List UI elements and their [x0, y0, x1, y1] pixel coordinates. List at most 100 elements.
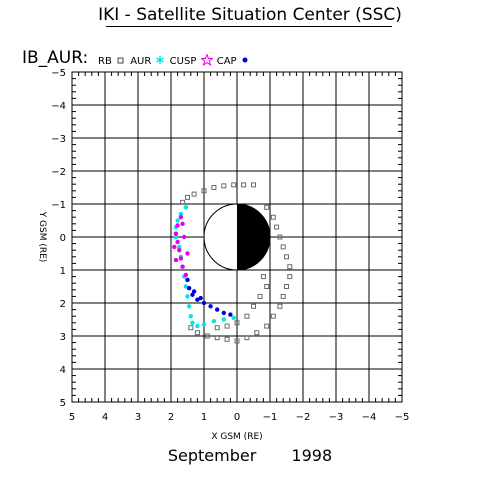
- x-tick-label: 1: [201, 412, 207, 423]
- cusp-point: [183, 205, 189, 210]
- aur-point: [224, 323, 230, 329]
- dot-marker-icon: [242, 57, 248, 63]
- asterisk-marker-icon: [156, 56, 165, 64]
- aur-point: [214, 335, 220, 341]
- aur-point: [204, 333, 210, 339]
- footer-year: 1998: [291, 446, 333, 465]
- cap-point: [173, 257, 179, 263]
- earth-night-side: [237, 204, 270, 270]
- legend-dot-symbol: [241, 56, 249, 67]
- cusp-point: [177, 244, 182, 250]
- y-tick-label: 2: [60, 299, 66, 310]
- blue-point: [201, 300, 207, 306]
- cap-point: [173, 231, 179, 236]
- cusp-point: [231, 315, 236, 321]
- x-tick-label: 0: [234, 412, 240, 423]
- x-tick-label: −3: [329, 412, 344, 423]
- blue-point: [208, 304, 213, 309]
- aur-point: [287, 264, 293, 270]
- aur-point: [201, 188, 207, 194]
- cusp-point: [211, 318, 217, 324]
- y-tick-label: −2: [51, 167, 66, 178]
- star-marker-icon: [199, 53, 214, 67]
- aur-point: [180, 199, 186, 205]
- cap-point: [178, 215, 184, 220]
- aur-point: [264, 323, 270, 329]
- y-tick-label: −3: [51, 134, 66, 145]
- date-footer: September 1998: [0, 446, 500, 465]
- aur-point: [185, 194, 190, 200]
- aur-point: [264, 284, 270, 289]
- aur-point: [264, 204, 270, 210]
- aur-point: [284, 284, 289, 289]
- aur-point: [277, 234, 283, 240]
- x-tick-label: −4: [362, 412, 377, 423]
- aur-point: [251, 182, 256, 188]
- aur-point: [270, 313, 276, 319]
- aur-point: [244, 313, 250, 319]
- legend: RB AUR CUSP CAP: [98, 53, 250, 69]
- blue-point: [221, 310, 226, 316]
- cap-point: [175, 223, 180, 228]
- aur-point: [188, 325, 194, 331]
- aur-point: [224, 336, 230, 342]
- aur-point: [284, 254, 289, 260]
- aur-point: [280, 293, 286, 299]
- cusp-point: [221, 317, 226, 322]
- y-tick-label: 0: [60, 233, 66, 244]
- cap-point: [177, 248, 182, 253]
- x-axis-label: X GSM (RE): [211, 432, 262, 442]
- legend-entry-rb: RB: [98, 56, 112, 67]
- aur-point: [211, 185, 217, 190]
- x-tick-label: 4: [102, 412, 108, 423]
- blue-point: [190, 292, 195, 297]
- legend-entry-aur: AUR: [130, 56, 151, 67]
- page-title: IKI - Satellite Situation Center (SSC): [98, 5, 402, 25]
- aur-point: [231, 182, 237, 188]
- y-tick-label: −1: [51, 200, 66, 211]
- y-axis-label: Y GSM (RE): [37, 211, 47, 263]
- y-tick-label: −5: [51, 68, 66, 79]
- aur-point: [260, 274, 266, 280]
- cusp-point: [178, 211, 184, 217]
- aur-point: [214, 325, 220, 331]
- aur-point: [287, 274, 293, 280]
- cap-point: [182, 234, 187, 240]
- legend-cap-symbol: [199, 53, 214, 69]
- y-tick-label: 3: [60, 332, 66, 343]
- cap-point: [183, 272, 189, 278]
- legend-label-cap: CAP: [216, 56, 237, 67]
- x-tick-label: −2: [296, 412, 311, 423]
- aur-point: [274, 224, 280, 230]
- aur-point: [191, 191, 197, 197]
- cusp-point: [188, 314, 193, 319]
- aur-point: [277, 303, 283, 309]
- aur-point: [241, 182, 247, 188]
- cusp-point: [186, 304, 192, 309]
- blue-point: [195, 297, 200, 302]
- cusp-point: [175, 218, 180, 223]
- aur-point: [280, 244, 286, 250]
- blue-point: [191, 289, 197, 294]
- cusp-point: [195, 323, 200, 329]
- cap-point: [185, 251, 190, 256]
- x-tick-label: 3: [135, 412, 141, 423]
- x-tick-label: 2: [168, 412, 174, 423]
- legend-label-aur: AUR: [130, 56, 152, 67]
- aur-point: [254, 330, 260, 336]
- blue-point: [185, 277, 190, 283]
- footer-month: September: [167, 446, 257, 465]
- aur-point: [257, 293, 263, 299]
- blue-point: [186, 285, 192, 291]
- cusp-point: [190, 320, 195, 325]
- x-tick-label: −1: [263, 412, 278, 423]
- legend-cusp-symbol: [155, 55, 165, 68]
- aur-point: [194, 330, 200, 336]
- aur-point: [270, 214, 276, 220]
- blue-point: [215, 307, 220, 312]
- y-tick-label: −4: [51, 101, 66, 112]
- cusp-point: [173, 234, 179, 240]
- cap-point: [180, 264, 185, 269]
- aur-point: [234, 320, 240, 326]
